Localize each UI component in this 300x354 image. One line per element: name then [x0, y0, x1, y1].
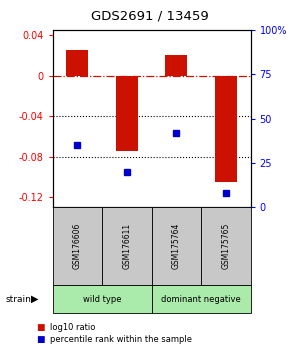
Text: strain: strain: [6, 295, 32, 304]
Bar: [66, 50, 88, 76]
Text: ■: ■: [36, 335, 44, 344]
Bar: [214, 76, 237, 182]
Text: dominant negative: dominant negative: [161, 295, 241, 304]
Bar: [165, 55, 188, 76]
Text: GDS2691 / 13459: GDS2691 / 13459: [91, 10, 209, 22]
Text: log10 ratio: log10 ratio: [50, 323, 95, 332]
Text: ▶: ▶: [31, 294, 38, 304]
Text: GSM176611: GSM176611: [122, 223, 131, 269]
Text: wild type: wild type: [83, 295, 121, 304]
Text: percentile rank within the sample: percentile rank within the sample: [50, 335, 191, 344]
Text: GSM176606: GSM176606: [73, 223, 82, 269]
Text: GSM175765: GSM175765: [221, 223, 230, 269]
Text: ■: ■: [36, 323, 44, 332]
Text: GSM175764: GSM175764: [172, 223, 181, 269]
Bar: [116, 76, 138, 152]
